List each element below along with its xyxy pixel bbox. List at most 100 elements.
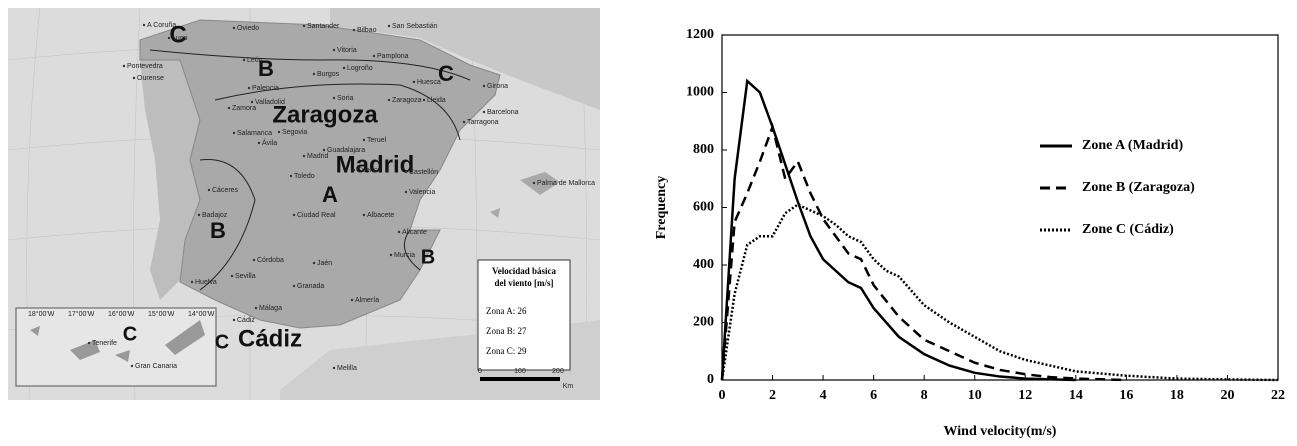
map-legend-entry: Zona A: 26 xyxy=(486,306,527,316)
city-dot xyxy=(293,214,295,216)
city-label: Sevilla xyxy=(235,273,256,280)
y-tick-label: 1000 xyxy=(686,85,714,100)
city-dot xyxy=(483,85,485,87)
inset-tick: 18°00'W xyxy=(28,310,55,318)
city-dot xyxy=(303,155,305,157)
city-dot xyxy=(463,121,465,123)
city-dot xyxy=(423,99,425,101)
x-tick-label: 4 xyxy=(820,388,827,403)
legend-label: Zone C (Cádiz) xyxy=(1082,222,1174,237)
city-dot xyxy=(333,97,335,99)
y-tick-label: 200 xyxy=(693,315,714,330)
map-legend-entry: Zona C: 29 xyxy=(486,346,527,356)
x-tick-label: 8 xyxy=(921,388,928,403)
city-label: Alicante xyxy=(402,229,427,236)
city-dot xyxy=(388,99,390,101)
city-dot xyxy=(303,25,305,27)
city-label: Valencia xyxy=(409,189,435,196)
city-dot xyxy=(251,101,253,103)
city-label: Gran Canaria xyxy=(135,363,177,370)
city-dot xyxy=(351,299,353,301)
city-label: Pontevedra xyxy=(127,63,163,70)
legend-label: Zone A (Madrid) xyxy=(1082,138,1183,153)
city-label: Burgos xyxy=(317,71,340,78)
city-dot xyxy=(405,171,407,173)
city-label: Málaga xyxy=(259,305,282,312)
x-tick-label: 10 xyxy=(968,388,982,403)
city-dot xyxy=(398,231,400,233)
map-legend-title: Velocidad básica xyxy=(492,266,556,276)
city-dot xyxy=(388,25,390,27)
city-dot xyxy=(333,367,335,369)
city-label: A Coruña xyxy=(147,22,176,29)
city-dot xyxy=(373,55,375,57)
city-dot xyxy=(243,59,245,61)
city-label: Logroño xyxy=(347,65,373,72)
city-dot xyxy=(390,254,392,256)
series-line xyxy=(722,205,1278,380)
city-label: Madrid xyxy=(307,153,329,160)
scale-bar xyxy=(480,377,560,381)
inset-tick: 16°00'W xyxy=(108,310,135,318)
city-dot xyxy=(208,189,210,191)
x-axis-label: Wind velocity(m/s) xyxy=(944,424,1057,439)
city-dot xyxy=(323,149,325,151)
city-dot xyxy=(231,275,233,277)
city-dot xyxy=(353,29,355,31)
city-dot xyxy=(353,169,355,171)
city-label: Teruel xyxy=(367,137,387,144)
city-label: Zaragoza xyxy=(392,97,422,104)
city-dot xyxy=(248,87,250,89)
inset-tick: 17°00'W xyxy=(68,310,95,318)
scale-label: 100 xyxy=(514,368,526,375)
city-label: Zamora xyxy=(232,105,256,112)
y-tick-label: 400 xyxy=(693,257,714,272)
city-label: Girona xyxy=(487,83,508,90)
city-dot xyxy=(233,27,235,29)
city-dot xyxy=(290,175,292,177)
series-line xyxy=(722,127,1126,380)
x-tick-label: 0 xyxy=(719,388,726,403)
x-tick-label: 18 xyxy=(1170,388,1184,403)
city-label: Vitoria xyxy=(337,47,357,54)
x-tick-label: 20 xyxy=(1220,388,1234,403)
city-dot xyxy=(405,191,407,193)
zone-label: C xyxy=(123,323,137,345)
city-label: Palencia xyxy=(252,85,279,92)
zone-label: Madrid xyxy=(336,151,415,178)
y-axis-label: Frequency xyxy=(654,176,669,240)
city-label: San Sebastián xyxy=(392,23,438,30)
city-dot xyxy=(278,131,280,133)
city-dot xyxy=(143,24,145,26)
city-dot xyxy=(258,142,260,144)
x-tick-label: 6 xyxy=(870,388,877,403)
scale-label: 0 xyxy=(478,368,482,375)
city-label: Melilla xyxy=(337,365,357,372)
city-label: Albacete xyxy=(367,212,394,219)
series-line xyxy=(722,81,1076,380)
city-dot xyxy=(233,132,235,134)
city-dot xyxy=(333,49,335,51)
city-label: Tarragona xyxy=(467,119,499,126)
city-dot xyxy=(198,214,200,216)
x-tick-label: 12 xyxy=(1018,388,1032,403)
city-label: Pamplona xyxy=(377,53,409,60)
city-dot xyxy=(483,111,485,113)
city-label: Castellón xyxy=(409,169,438,176)
city-label: Ciudad Real xyxy=(297,212,336,219)
city-label: Lleida xyxy=(427,97,446,104)
x-tick-label: 16 xyxy=(1119,388,1133,403)
plot-frame xyxy=(722,35,1278,380)
y-tick-label: 800 xyxy=(693,142,714,157)
zone-label: B xyxy=(210,218,226,243)
city-label: Salamanca xyxy=(237,130,272,137)
city-dot xyxy=(123,65,125,67)
city-dot xyxy=(253,259,255,261)
map-legend-entry: Zona B: 27 xyxy=(486,326,527,336)
city-dot xyxy=(255,307,257,309)
legend-label: Zone B (Zaragoza) xyxy=(1082,180,1195,195)
city-label: Murcia xyxy=(394,252,415,259)
city-label: Palma de Mallorca xyxy=(537,180,595,187)
scale-label: Km xyxy=(563,383,574,390)
y-tick-label: 1200 xyxy=(686,27,714,42)
